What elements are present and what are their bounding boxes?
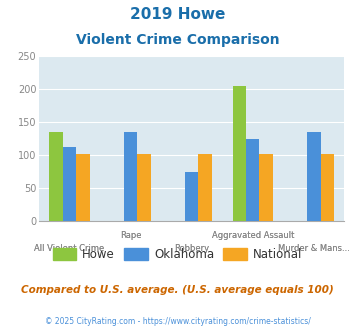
Bar	[185, 172, 198, 221]
Bar	[76, 154, 90, 221]
Bar	[124, 132, 137, 221]
Text: All Violent Crime: All Violent Crime	[34, 244, 105, 252]
Text: 2019 Howe: 2019 Howe	[130, 7, 225, 21]
Bar	[137, 154, 151, 221]
Bar	[260, 154, 273, 221]
Text: Aggravated Assault: Aggravated Assault	[212, 231, 294, 240]
Text: Aggravated Assault: Aggravated Assault	[212, 231, 294, 240]
Text: Violent Crime Comparison: Violent Crime Comparison	[76, 33, 279, 47]
Text: © 2025 CityRating.com - https://www.cityrating.com/crime-statistics/: © 2025 CityRating.com - https://www.city…	[45, 317, 310, 326]
Bar	[246, 139, 260, 221]
Bar	[307, 132, 321, 221]
Text: Murder & Mans...: Murder & Mans...	[278, 244, 350, 252]
Bar	[233, 86, 246, 221]
Text: Robbery: Robbery	[174, 244, 209, 252]
Text: Robbery: Robbery	[174, 244, 209, 252]
Text: All Violent Crime: All Violent Crime	[34, 244, 105, 252]
Bar	[321, 154, 334, 221]
Text: Rape: Rape	[120, 231, 141, 240]
Text: Compared to U.S. average. (U.S. average equals 100): Compared to U.S. average. (U.S. average …	[21, 285, 334, 295]
Bar	[49, 132, 63, 221]
Bar	[198, 154, 212, 221]
Text: Murder & Mans...: Murder & Mans...	[278, 244, 350, 252]
Text: Rape: Rape	[120, 231, 141, 240]
Bar	[63, 147, 76, 221]
Legend: Howe, Oklahoma, National: Howe, Oklahoma, National	[48, 244, 307, 266]
